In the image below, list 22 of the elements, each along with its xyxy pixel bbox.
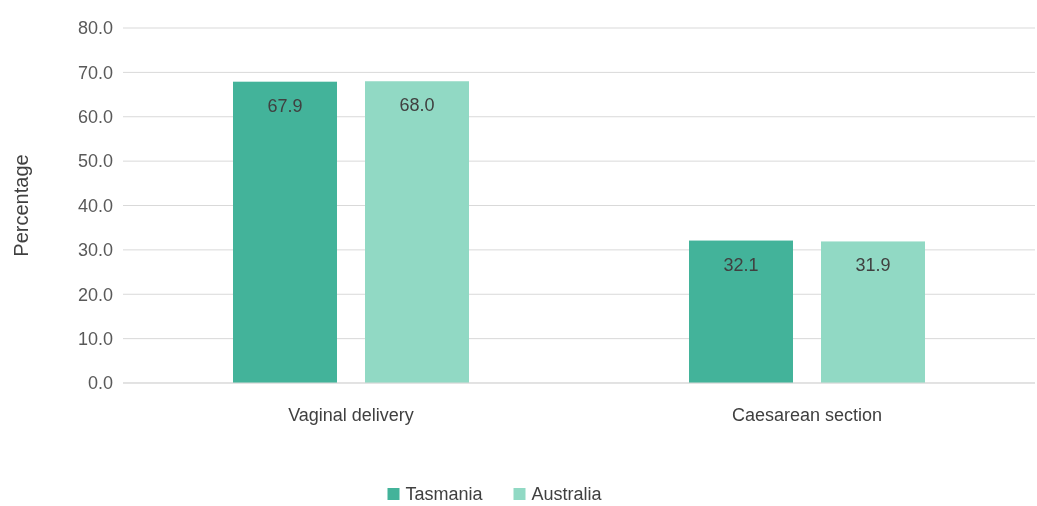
y-tick-label: 0.0: [87, 373, 113, 394]
y-tick-label: 60.0: [77, 107, 113, 128]
y-tick-label: 20.0: [77, 284, 113, 305]
y-tick-label: 30.0: [77, 240, 113, 261]
y-tick-label: 70.0: [77, 62, 113, 83]
x-tick-label: Vaginal delivery: [288, 405, 414, 425]
bar: [233, 81, 337, 383]
legend-label: Australia: [531, 484, 603, 505]
y-axis-title: Percentage: [10, 154, 32, 257]
bar: [689, 240, 793, 383]
data-label: 67.9: [267, 95, 303, 116]
y-tick-label: 50.0: [77, 151, 113, 172]
x-tick-label: Caesarean section: [731, 405, 883, 425]
bar: [821, 241, 925, 383]
data-label: 31.9: [855, 255, 891, 276]
bar: [365, 81, 469, 383]
y-tick-label: 80.0: [77, 18, 113, 39]
y-tick-label: 40.0: [77, 195, 113, 216]
data-label: 32.1: [723, 254, 759, 275]
data-label: 68.0: [399, 95, 435, 116]
legend-label: Tasmania: [405, 484, 484, 505]
y-tick-label: 10.0: [77, 328, 113, 349]
